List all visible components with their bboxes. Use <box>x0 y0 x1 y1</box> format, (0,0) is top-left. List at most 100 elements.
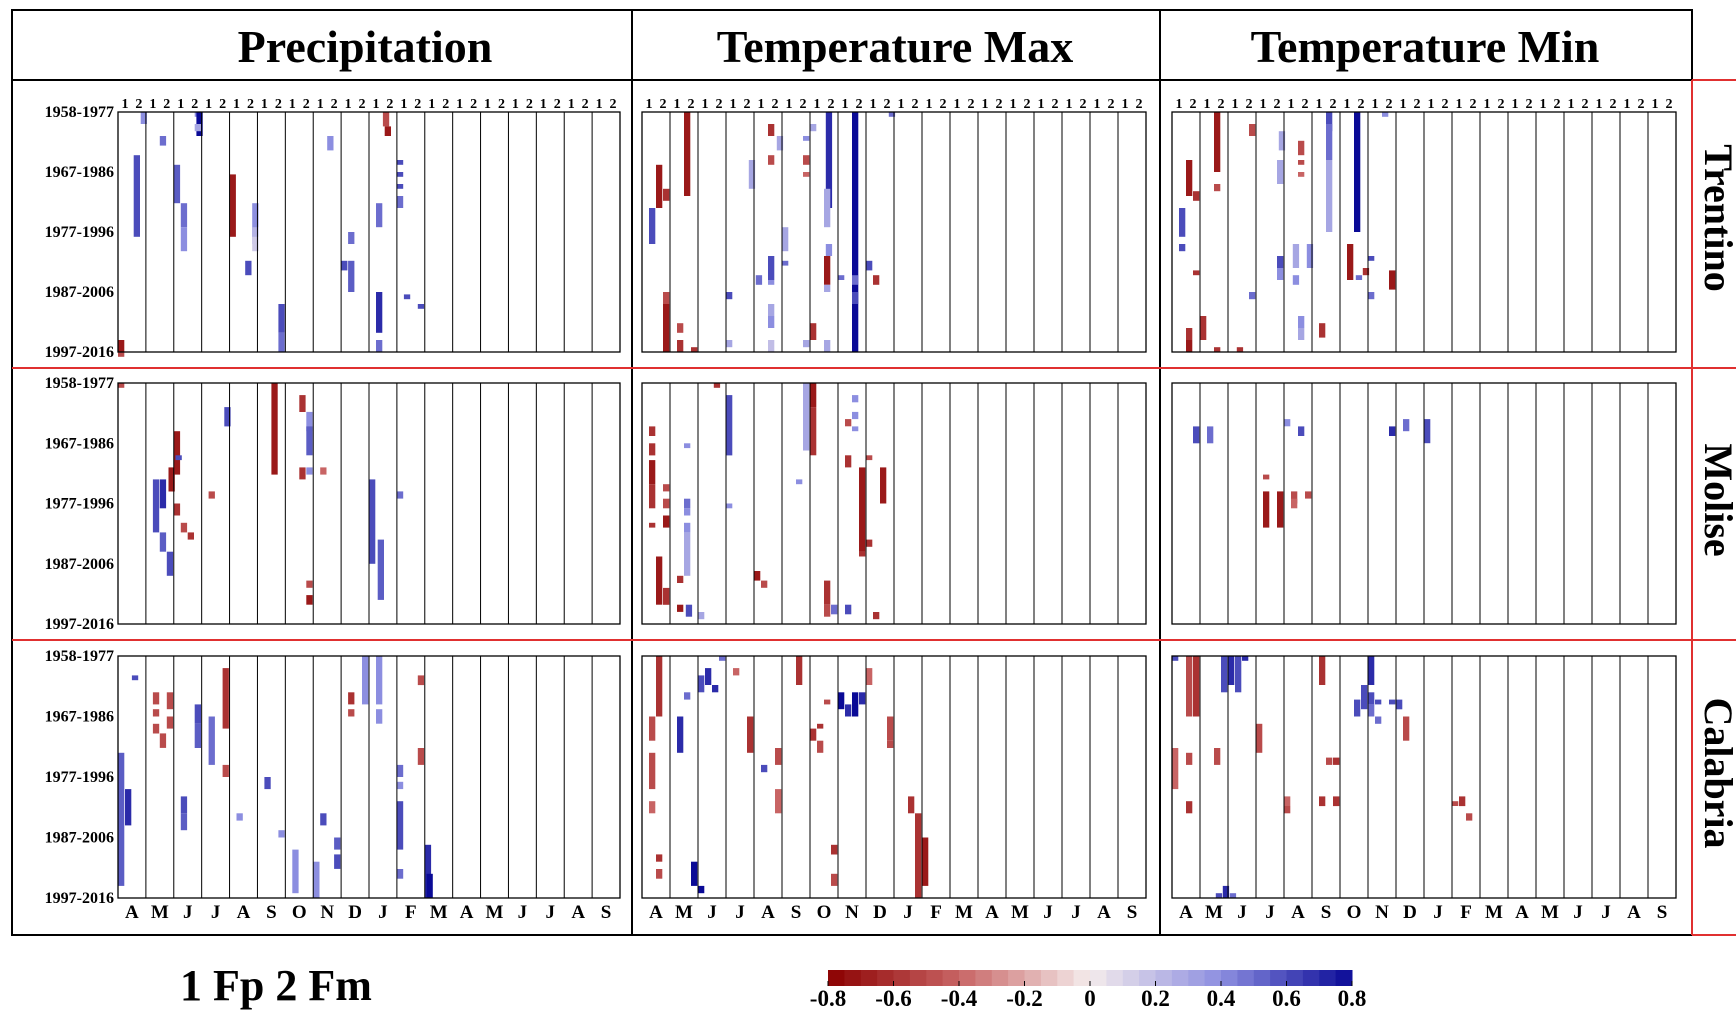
heatmap-cell <box>1396 699 1403 710</box>
month-tick-label: A <box>125 902 139 923</box>
heatmap-cell <box>684 522 691 533</box>
colorbar-swatch <box>828 970 845 986</box>
heatmap-cell <box>417 748 425 765</box>
heatmap-cell <box>1263 474 1270 480</box>
colorbar-swatch <box>959 970 976 986</box>
colorbar-tick-label: 0.6 <box>1272 986 1301 1011</box>
sub-index-label: 1 <box>1232 97 1239 112</box>
sub-index-label: 2 <box>912 97 919 112</box>
month-tick-label: M <box>1205 902 1223 923</box>
region-label-molise: Molise <box>1696 443 1736 556</box>
heatmap-cell <box>663 498 670 509</box>
heatmap-cell <box>663 188 670 201</box>
period-tick-label: 1967-1986 <box>45 164 114 181</box>
colorbar-tick-label: -0.4 <box>941 986 978 1011</box>
heatmap-cell <box>747 716 754 753</box>
heatmap-cell <box>908 796 915 814</box>
heatmap-cell <box>782 227 789 252</box>
heatmap-cell <box>824 284 831 292</box>
heatmap-cell <box>1277 268 1284 280</box>
heatmap-cell <box>754 571 761 581</box>
colorbar-swatch <box>877 970 894 986</box>
sub-index-label: 1 <box>786 97 793 112</box>
heatmap-cell <box>118 383 125 388</box>
heatmap-cell <box>1326 160 1333 232</box>
sub-index-label: 2 <box>716 97 723 112</box>
colorbar-tick-label: 0.8 <box>1338 986 1367 1011</box>
month-tick-label: A <box>649 902 663 923</box>
month-tick-label: J <box>1433 902 1443 923</box>
sub-index-label: 1 <box>674 97 681 112</box>
heatmap-cell <box>1298 328 1305 340</box>
month-tick-label: A <box>1515 902 1529 923</box>
heatmap-cell <box>194 723 201 748</box>
colorbar-swatch <box>860 970 878 986</box>
heatmap-cell <box>382 112 390 127</box>
month-tick-label: M <box>486 902 504 923</box>
heatmap-cell <box>1298 316 1305 328</box>
heatmap-cell <box>306 426 313 456</box>
period-tick-label: 1967-1986 <box>45 435 114 452</box>
month-tick-label: M <box>955 902 973 923</box>
heatmap-cell <box>1292 275 1300 285</box>
heatmap-cell <box>1214 112 1221 172</box>
heatmap-cell <box>1361 685 1368 710</box>
heatmap-cell <box>341 260 348 271</box>
heatmap-cell <box>133 155 140 237</box>
colorbar-swatch <box>1106 970 1124 986</box>
sub-index-label: 1 <box>1596 97 1603 112</box>
heatmap-cell <box>824 580 831 605</box>
heatmap-cell <box>131 675 139 681</box>
heatmap-cell <box>824 256 831 285</box>
heatmap-cell <box>306 411 313 432</box>
colorbar-swatch <box>1040 970 1058 986</box>
heatmap-cell <box>684 532 691 576</box>
sub-index-label: 1 <box>982 97 989 112</box>
heatmap-cell <box>649 484 656 509</box>
sub-index-label: 2 <box>1136 97 1143 112</box>
sub-index-label: 1 <box>814 97 821 112</box>
month-tick-label: M <box>1541 902 1559 923</box>
period-tick-label: 1958-1977 <box>45 648 114 665</box>
heatmap-cell <box>887 740 894 748</box>
heatmap-cell <box>1298 426 1305 436</box>
heatmap-cell <box>208 716 215 765</box>
heatmap-cell <box>1221 656 1228 693</box>
heatmap-cell <box>159 136 167 146</box>
sub-index-label: 2 <box>1666 97 1673 112</box>
heatmap-cell <box>299 395 306 412</box>
heatmap-cell <box>299 467 306 480</box>
heatmap-cell <box>656 869 663 879</box>
heatmap-cell <box>768 316 775 328</box>
colorbar-swatch <box>1155 970 1173 986</box>
heatmap-cell <box>1291 498 1298 509</box>
heatmap-cell <box>852 411 859 420</box>
column-title-precipitation: Precipitation <box>238 21 493 72</box>
colorbar-swatch <box>1188 970 1206 986</box>
sub-index-label: 1 <box>1288 97 1295 112</box>
heatmap-cell <box>1186 160 1193 196</box>
colorbar-swatch <box>1139 970 1156 986</box>
heatmap-cell <box>1256 723 1263 753</box>
heatmap-cell <box>845 704 852 717</box>
heatmap-cell <box>824 340 831 352</box>
heatmap-cell <box>327 136 334 151</box>
heatmap-cell <box>1298 160 1305 165</box>
sub-index-label: 1 <box>1512 97 1519 112</box>
heatmap-cell <box>1263 491 1270 528</box>
heatmap-cell <box>649 716 656 741</box>
heatmap-cell <box>118 752 125 886</box>
heatmap-cell <box>1193 426 1200 444</box>
heatmap-cell <box>817 723 824 729</box>
sub-index-label: 2 <box>498 97 505 112</box>
heatmap-cell <box>663 484 670 492</box>
sub-index-label: 2 <box>219 97 226 112</box>
month-tick-label: A <box>761 902 775 923</box>
heatmap-cell <box>180 796 188 814</box>
sub-index-label: 2 <box>275 97 282 112</box>
sub-index-label: 2 <box>470 97 477 112</box>
heatmap-cell <box>776 136 784 151</box>
sub-index-label: 2 <box>135 97 142 112</box>
colorbar-swatch <box>926 970 944 986</box>
month-tick-label: O <box>292 902 307 923</box>
